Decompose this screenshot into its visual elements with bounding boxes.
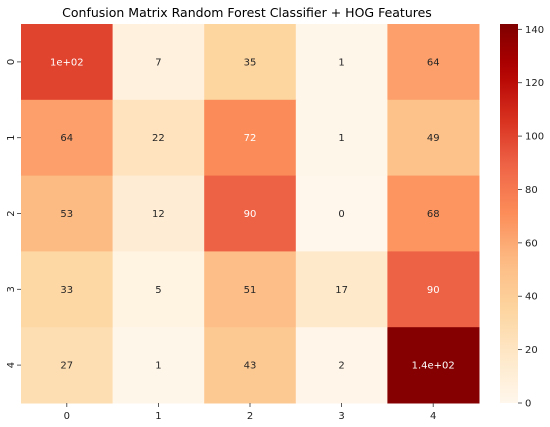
x-tick-label: 0	[64, 411, 70, 422]
cell-annotation: 0	[338, 209, 344, 220]
heatmap-cell	[295, 24, 388, 101]
y-tick-label: 0	[6, 59, 17, 65]
x-tick-label: 3	[338, 411, 344, 422]
colorbar-tick-label: 100	[525, 132, 544, 143]
cell-annotation: 12	[152, 209, 165, 220]
heatmap-cell	[21, 327, 114, 404]
colorbar-tick-label: 60	[525, 238, 538, 249]
cell-annotation: 64	[60, 133, 73, 144]
heatmap-cell	[112, 24, 205, 101]
cell-annotation: 51	[244, 285, 257, 296]
cell-annotation: 35	[244, 57, 257, 68]
cell-annotation: 90	[427, 285, 440, 296]
heatmap-cell	[21, 99, 114, 177]
heatmap-cell	[204, 24, 297, 101]
y-tick-label: 1	[6, 135, 17, 141]
y-axis-ticks: 0 1 2 3 4	[6, 59, 21, 368]
colorbar-tick-label: 120	[525, 78, 544, 89]
chart-title: Confusion Matrix Random Forest Classifie…	[62, 5, 432, 20]
heatmap-cell	[387, 24, 480, 101]
cell-annotation: 1	[155, 361, 161, 372]
heatmap-cell	[295, 99, 388, 177]
heatmap-cell	[204, 251, 297, 328]
heatmap-cell	[295, 175, 388, 252]
heatmap-cell	[21, 175, 114, 252]
heatmap-cell	[387, 99, 480, 177]
colorbar-tick-label: 20	[525, 345, 538, 356]
x-tick-label: 4	[430, 411, 436, 422]
colorbar-tick-label: 140	[525, 25, 544, 36]
cell-annotation: 1.4e+02	[412, 361, 455, 372]
cell-annotation: 72	[244, 133, 257, 144]
cell-annotation: 7	[155, 57, 161, 68]
cell-annotation: 1	[338, 133, 344, 144]
heatmap-cells	[21, 24, 480, 404]
heatmap-cell	[112, 99, 205, 177]
cell-annotation: 33	[60, 285, 73, 296]
heatmap-cell	[204, 327, 297, 404]
cell-annotation: 1	[338, 57, 344, 68]
heatmap-cell	[112, 251, 205, 328]
cell-annotation: 1e+02	[50, 57, 84, 68]
cell-annotation: 53	[60, 209, 73, 220]
cell-annotation: 68	[427, 209, 440, 220]
cell-annotation: 17	[335, 285, 348, 296]
cell-annotation: 90	[244, 209, 257, 220]
x-axis-ticks: 0 1 2 3 4	[64, 403, 436, 422]
heatmap-cell	[112, 175, 205, 252]
heatmap-cell	[387, 175, 480, 252]
x-tick-label: 1	[155, 411, 161, 422]
y-tick-label: 3	[6, 286, 17, 292]
y-tick-label: 2	[6, 210, 17, 216]
colorbar-ticks: 0 20 40 60 80 100 120 140	[518, 25, 544, 410]
heatmap-cell	[204, 175, 297, 252]
heatmap-cell	[295, 327, 388, 404]
colorbar-tick-label: 0	[525, 399, 531, 410]
cell-annotation: 27	[60, 361, 73, 372]
colorbar-tick-label: 80	[525, 185, 538, 196]
colorbar	[500, 24, 518, 403]
colorbar-tick-label: 40	[525, 292, 538, 303]
cell-annotation: 64	[427, 57, 440, 68]
heatmap-cell	[21, 251, 114, 328]
heatmap-cell	[387, 251, 480, 328]
cell-annotation: 5	[155, 285, 161, 296]
heatmap-cell	[295, 251, 388, 328]
heatmap-cell	[387, 327, 480, 404]
cell-annotation: 43	[244, 361, 257, 372]
heatmap-cell	[112, 327, 205, 404]
cell-annotation: 2	[338, 361, 344, 372]
heatmap-cell	[21, 24, 114, 101]
heatmap-cell	[204, 99, 297, 177]
cell-annotation: 22	[152, 133, 165, 144]
y-tick-label: 4	[6, 362, 17, 368]
x-tick-label: 2	[247, 411, 253, 422]
cell-annotation: 49	[427, 133, 440, 144]
